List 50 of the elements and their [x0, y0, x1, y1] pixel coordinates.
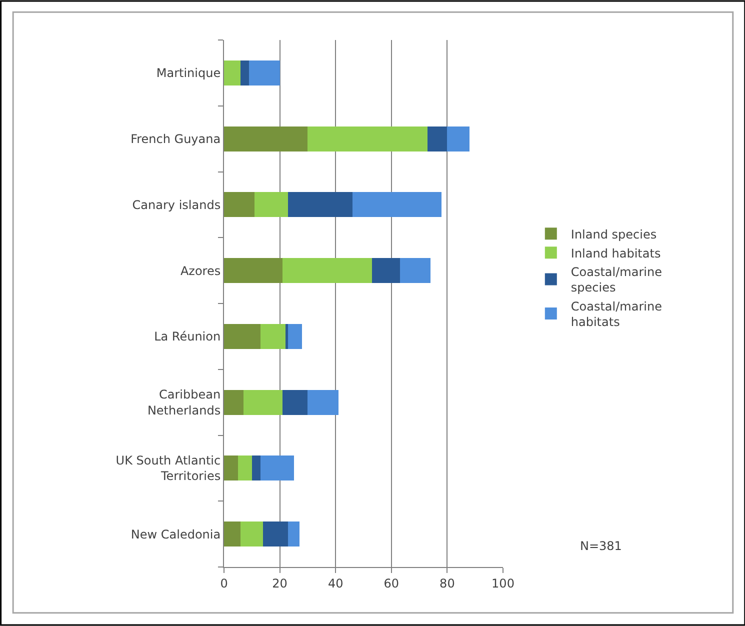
bar	[224, 192, 255, 218]
bar	[224, 324, 260, 349]
legend-label: Inland species	[570, 227, 657, 242]
y-tick-label: Martinique	[156, 66, 221, 80]
y-tick-label: La Réunion	[154, 330, 221, 344]
bar	[372, 258, 400, 284]
legend-label: Coastal/marine habitats	[570, 299, 662, 329]
legend-label: Inland habitats	[570, 246, 661, 260]
x-tick-label: 80	[440, 576, 455, 590]
bar	[238, 456, 252, 481]
bar	[288, 522, 300, 547]
bar	[252, 456, 260, 481]
bar	[447, 126, 470, 152]
y-tick-label: French Guyana	[130, 132, 221, 146]
x-tick-label: 0	[220, 576, 228, 590]
bar	[244, 390, 283, 415]
y-tick-label: UK South Atlantic Territories	[116, 454, 221, 484]
y-tick-label: Canary islands	[132, 198, 221, 212]
bar	[224, 390, 244, 415]
bar	[352, 192, 442, 218]
bar	[282, 390, 308, 415]
bar	[400, 258, 430, 284]
bar	[308, 390, 338, 415]
bar	[254, 192, 288, 218]
bar	[224, 456, 238, 481]
legend-label: Coastal/marine species	[570, 265, 662, 295]
text: N=381	[580, 539, 622, 553]
bar	[282, 258, 372, 284]
bar	[288, 192, 352, 218]
bar	[224, 522, 241, 547]
x-tick-label: 40	[328, 576, 344, 590]
bar	[224, 60, 241, 86]
bar	[224, 126, 308, 152]
x-tick-label: 20	[272, 576, 288, 590]
y-tick-label: Azores	[180, 264, 221, 278]
y-tick-label: Caribbean Netherlands	[147, 388, 221, 418]
bar	[260, 324, 286, 349]
bar	[240, 60, 250, 86]
bar	[263, 522, 288, 547]
bar	[308, 126, 428, 152]
x-tick-label: 60	[384, 576, 400, 590]
x-tick-label: 100	[492, 576, 514, 590]
bar	[224, 258, 283, 284]
bar	[285, 324, 288, 349]
bar	[260, 456, 294, 481]
bar	[288, 324, 302, 349]
bar	[428, 126, 448, 152]
y-tick-label: New Caledonia	[130, 527, 221, 542]
bar	[240, 522, 264, 547]
bar	[249, 60, 280, 86]
